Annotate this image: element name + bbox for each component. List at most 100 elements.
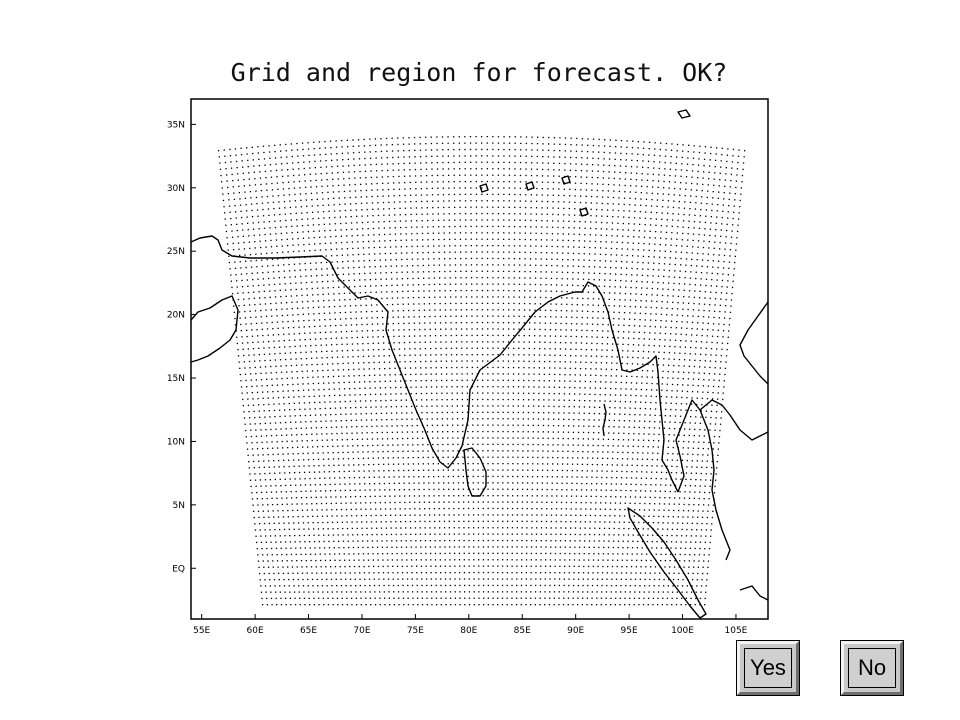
grid-point [653,250,656,252]
grid-point [457,431,459,433]
grid-point [348,464,350,466]
grid-point [627,242,629,244]
grid-point [707,253,709,255]
grid-point [351,330,353,332]
grid-point [619,178,621,180]
grid-point [570,323,573,325]
grid-point [717,392,719,394]
grid-point [598,298,600,300]
grid-point [664,155,667,157]
grid-point [300,351,302,354]
grid-point [507,431,509,433]
grid-point [508,168,511,170]
grid-point [481,168,483,170]
grid-point [377,444,379,446]
grid-point [559,354,561,356]
grid-point [379,246,381,248]
grid-point [487,315,489,317]
grid-point [574,214,576,216]
grid-point [402,143,405,145]
grid-point [508,200,510,202]
grid-point [450,322,452,324]
grid-point [341,426,343,428]
grid-point [368,259,371,262]
grid-point [354,400,357,402]
grid-point [253,165,255,167]
grid-point [589,246,591,249]
grid-point [477,386,479,388]
grid-point [534,315,536,318]
grid-point [321,439,323,441]
grid-point [264,422,266,424]
grid-point [671,314,673,316]
grid-point [542,424,545,427]
grid-point [544,341,546,343]
grid-point [674,415,677,417]
grid-point [742,168,744,170]
grid-point [575,335,577,338]
grid-point [291,232,293,234]
grid-point [696,183,698,185]
grid-point [455,277,457,279]
grid-point [376,170,378,172]
grid-point [544,309,547,311]
grid-point [298,326,300,328]
grid-point [417,444,419,446]
grid-point [626,267,628,269]
grid-point [482,443,484,445]
grid-point [358,266,360,268]
grid-point [308,465,310,467]
grid-point [586,463,589,466]
grid-point [552,194,554,196]
grid-point [584,393,586,395]
grid-point [600,241,602,243]
grid-point [497,450,499,452]
grid-point [613,305,615,307]
grid-point [653,427,656,429]
grid-point [314,160,316,162]
grid-point [596,202,598,204]
grid-point [616,356,618,358]
grid-point [302,155,305,157]
grid-point [292,314,294,316]
grid-point [329,229,331,232]
grid-point [291,308,293,310]
grid-point [538,392,540,395]
grid-point [411,233,413,235]
grid-point [403,162,405,165]
grid-point [450,315,452,317]
grid-point [461,360,463,362]
grid-point [709,165,711,167]
grid-point [360,298,362,300]
grid-point [454,232,456,234]
grid-point [704,221,706,224]
grid-point [570,348,572,350]
grid-point [553,143,555,145]
grid-point [364,387,366,389]
grid-point [249,473,251,475]
grid-point [670,326,672,329]
grid-point [442,431,444,433]
grid-point [712,448,714,450]
grid-point [618,197,620,199]
grid-point [421,418,423,420]
grid-point [411,431,414,433]
grid-point [601,221,603,224]
grid-point [712,329,714,331]
grid-point [668,181,671,183]
grid-point [339,216,341,218]
grid-point [250,197,252,199]
grid-point [413,303,415,305]
grid-point [513,225,516,228]
grid-point [555,316,557,318]
grid-point [654,237,656,239]
grid-point [360,196,362,198]
grid-point [548,386,550,388]
grid-point [664,250,666,252]
grid-point [296,301,298,303]
grid-point [381,438,384,440]
grid-point [508,322,510,324]
grid-point [729,255,731,257]
grid-point [547,200,549,203]
grid-point [503,174,505,176]
